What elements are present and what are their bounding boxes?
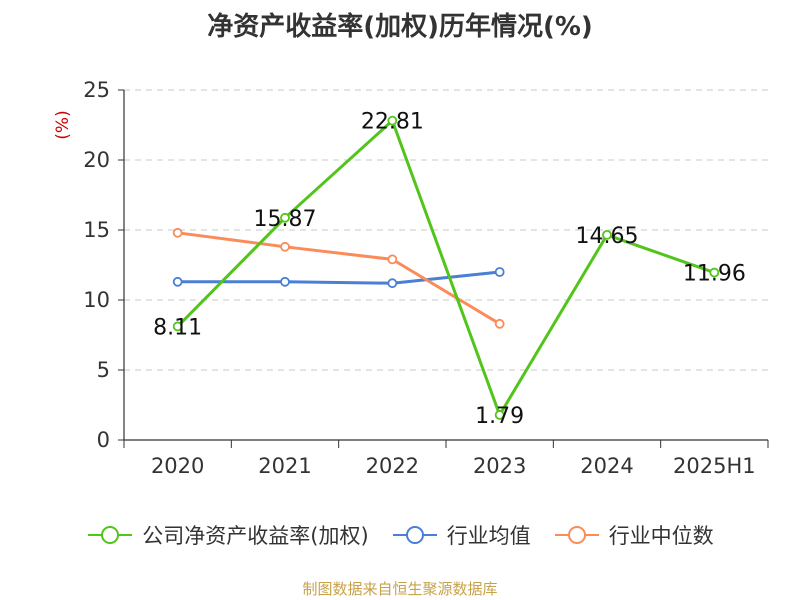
data-point (280, 241, 290, 252)
legend-label-industry-median: 行业中位数 (608, 524, 714, 548)
data-point (387, 254, 398, 265)
data-point (280, 276, 290, 287)
y-tick-label: 0 (97, 428, 110, 452)
data-point (172, 227, 183, 238)
data-point (709, 267, 720, 278)
data-label: 1.79 (475, 404, 524, 429)
data-point (172, 321, 183, 332)
data-point (494, 410, 505, 420)
y-tick-label: 25 (83, 78, 110, 102)
series-line-0 (176, 119, 715, 417)
x-tick-label: 2021 (258, 454, 311, 478)
data-point (602, 229, 612, 240)
legend-item-industry-median[interactable]: 行业中位数 (553, 520, 714, 550)
data-point (387, 278, 398, 289)
series-line-1 (177, 270, 500, 285)
y-tick-label: 20 (83, 148, 110, 172)
x-tick-label: 2025H1 (673, 454, 756, 478)
data-point (494, 318, 505, 329)
data-label: 11.96 (683, 262, 746, 287)
y-tick-label: 5 (97, 358, 110, 382)
x-tick-label: 2020 (151, 454, 204, 478)
y-tick-label: 15 (83, 218, 110, 242)
y-tick-label: 10 (83, 288, 110, 312)
source-note: 制图数据来自恒生聚源数据库 (302, 580, 498, 598)
legend-label-company: 公司净资产收益率(加权) (142, 524, 369, 548)
data-point (387, 115, 398, 126)
legend-marker-industry-median (554, 526, 599, 544)
line-chart: 0 5 10 15 20 25 (%) 2020 2021 2022 2023 2024 2025H1 8… (53, 78, 769, 478)
x-tick-label: 2022 (366, 454, 419, 478)
legend: 公司净资产收益率(加权) 行业均值 行业中位数 (0, 520, 800, 550)
data-point (172, 276, 183, 287)
x-tick-label: 2023 (473, 454, 526, 478)
data-label: 8.11 (153, 315, 202, 340)
series-line-2 (177, 231, 501, 326)
legend-marker-industry-avg (392, 526, 437, 544)
data-label: 14.65 (576, 224, 639, 249)
x-tick-label: 2024 (580, 454, 633, 478)
chart-title: 净资产收益率(加权)历年情况(%) (207, 12, 593, 42)
data-point (494, 267, 505, 277)
legend-item-industry-avg[interactable]: 行业均值 (391, 520, 531, 550)
legend-label-industry-avg: 行业均值 (446, 524, 531, 548)
data-point (280, 212, 290, 223)
data-label: 22.81 (361, 110, 424, 135)
legend-marker-company (88, 526, 133, 544)
y-axis-label: (%) (53, 110, 73, 139)
legend-item-company[interactable]: 公司净资产收益率(加权) (86, 520, 369, 550)
data-label: 15.87 (254, 207, 317, 232)
